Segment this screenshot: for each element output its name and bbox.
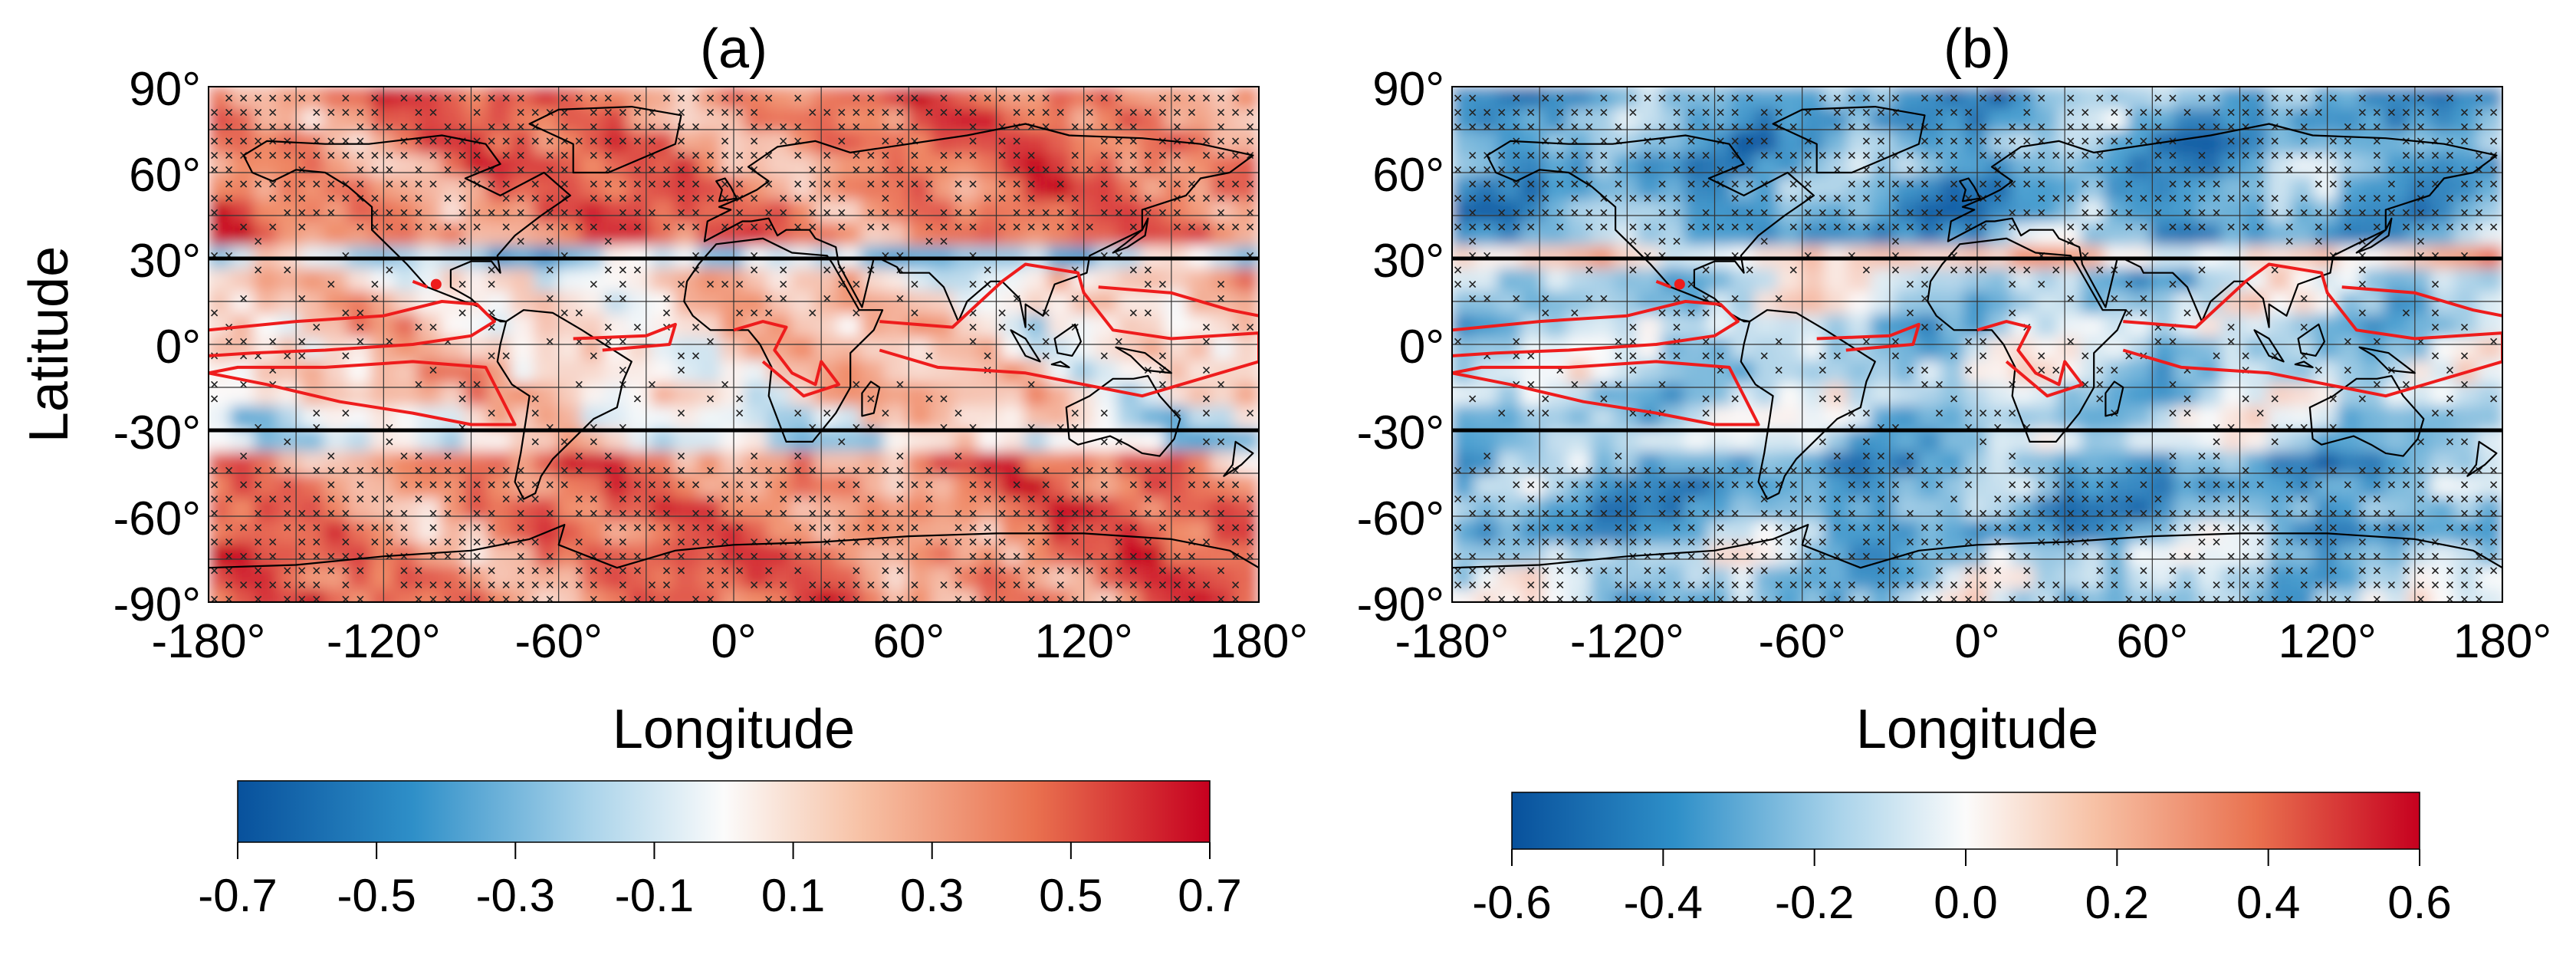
panel-b-coastlines (1452, 106, 2502, 602)
lat-tick-label: -30° (1357, 407, 1444, 459)
lon-tick-label: 120° (2279, 615, 2377, 668)
lon-tick-label: -120° (327, 615, 441, 668)
lon-tick-label: -180° (152, 615, 266, 668)
panel-b-colorbar-ticks: -0.6 -0.4 -0.2 0.0 0.2 0.4 0.6 (1472, 849, 2452, 928)
lon-tick-label: -60° (1758, 615, 1845, 668)
colorbar-tick-label: 0.0 (1934, 877, 1997, 928)
panel-a-colorbar: -0.7 -0.5 -0.3 -0.1 0.1 0.3 0.5 0.7 (198, 780, 1242, 921)
panel-b-colorbar: -0.6 -0.4 -0.2 0.0 0.2 0.4 0.6 (1472, 792, 2452, 928)
panel-a: (a) 90° 60° 30° 0° -30° -60° -90° -180° -120° -6… (18, 18, 1308, 921)
panel-b-colorbar-bar (1511, 792, 2420, 850)
lat-tick-label: 90° (1372, 63, 1444, 116)
lon-tick-label: -60° (514, 615, 602, 668)
panel-b-xlabel: Longitude (1856, 699, 2098, 760)
colorbar-tick-label: -0.6 (1472, 877, 1551, 928)
lat-tick-label: 0° (156, 321, 201, 374)
lon-tick-label: 180° (2453, 615, 2551, 668)
lon-tick-label: -180° (1395, 615, 1510, 668)
panel-a-ylabel: Latitude (18, 246, 80, 443)
panel-a-frame (208, 86, 1260, 603)
lon-tick-label: -120° (1570, 615, 1684, 668)
lat-tick-label: 90° (129, 63, 201, 116)
panel-a-lat-ticks: 90° 60° 30° 0° -30° -60° -90° (113, 63, 201, 631)
lat-tick-label: 60° (1372, 149, 1444, 202)
panel-a-red-contours (209, 262, 1259, 426)
colorbar-tick-label: -0.1 (615, 870, 694, 921)
panel-a-map (209, 87, 1259, 602)
lon-tick-label: 120° (1035, 615, 1133, 668)
lat-tick-label: 60° (129, 149, 201, 202)
lon-tick-label: 0° (711, 615, 756, 668)
panel-b-tropics-lines (1452, 256, 2502, 433)
lat-tick-label: 30° (1372, 235, 1444, 288)
panel-b-label: (b) (1944, 18, 2011, 80)
lon-tick-label: 60° (872, 615, 945, 668)
lat-tick-label: 0° (1399, 321, 1444, 374)
panel-b-lat-ticks: 90° 60° 30° 0° -30° -60° -90° (1357, 63, 1444, 631)
panel-b-gridlines (1452, 87, 2502, 602)
colorbar-tick-label: -0.3 (476, 870, 555, 921)
colorbar-tick-label: -0.2 (1775, 877, 1854, 928)
lat-tick-label: -90° (113, 578, 201, 631)
colorbar-tick-label: 0.3 (900, 870, 964, 921)
colorbar-tick-label: -0.4 (1624, 877, 1703, 928)
colorbar-tick-label: 0.1 (761, 870, 825, 921)
lon-tick-label: 180° (1210, 615, 1308, 668)
panel-a-colorbar-bar (237, 780, 1211, 843)
lat-tick-label: -60° (1357, 492, 1444, 545)
panel-a-label: (a) (700, 18, 767, 80)
panel-b-frame (1451, 86, 2503, 603)
panel-b-lon-ticks: -180° -120° -60° 0° 60° 120° 180° (1395, 615, 2552, 668)
colorbar-tick-label: -0.7 (198, 870, 277, 921)
lat-tick-label: -30° (113, 407, 201, 459)
panel-b-significance-markers (1454, 94, 2498, 602)
colorbar-tick-label: 0.4 (2236, 877, 2300, 928)
panel-a-significance-markers (211, 94, 1254, 602)
colorbar-tick-label: 0.6 (2387, 877, 2451, 928)
lat-tick-label: -60° (113, 492, 201, 545)
lon-tick-label: 0° (1954, 615, 1999, 668)
panel-a-tropics-lines (209, 256, 1259, 433)
lat-tick-label: 30° (129, 235, 201, 288)
lon-tick-label: 60° (2116, 615, 2188, 668)
colorbar-tick-label: 0.5 (1039, 870, 1102, 921)
panel-b-map (1452, 87, 2502, 602)
panel-b-red-contours (1452, 262, 2502, 426)
panel-a-xlabel: Longitude (613, 699, 855, 760)
panel-a-coastlines (209, 106, 1259, 602)
panel-b: (b) 90° 60° 30° 0° -30° -60° -90° -180° -120° -6… (1357, 18, 2552, 928)
colorbar-tick-label: 0.7 (1178, 870, 1241, 921)
panel-a-colorbar-ticks: -0.7 -0.5 -0.3 -0.1 0.1 0.3 0.5 0.7 (198, 842, 1242, 921)
lat-tick-label: -90° (1357, 578, 1444, 631)
panel-a-lon-ticks: -180° -120° -60° 0° 60° 120° 180° (152, 615, 1309, 668)
colorbar-tick-label: -0.5 (337, 870, 416, 921)
colorbar-tick-label: 0.2 (2085, 877, 2149, 928)
